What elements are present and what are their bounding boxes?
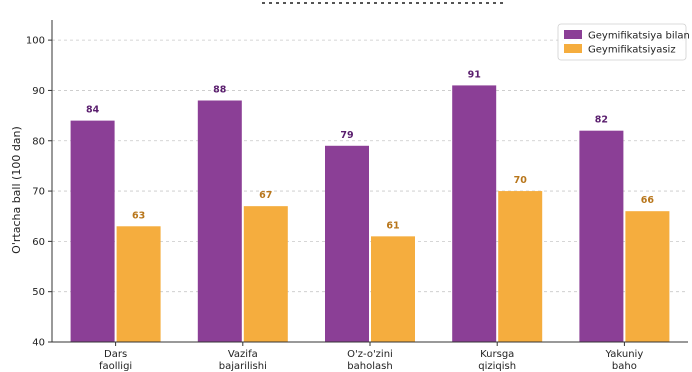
y-tick-label: 60 [32,237,45,248]
x-tick-label: Vazifa [228,349,258,360]
legend-label: Geymifikatsiyasiz [588,45,676,56]
x-tick-label: baholash [347,361,392,372]
bar-series-1 [325,145,369,342]
bar-value-label: 84 [86,105,100,116]
bar-value-label: 61 [386,220,399,231]
legend-swatch [564,44,582,53]
legend-swatch [564,30,582,39]
bar-series-1 [70,120,115,342]
x-tick-label: baho [612,361,637,372]
bar-series-1 [579,130,624,342]
bar-value-label: 88 [213,85,227,96]
legend-label: Geymifikatsiya bilan [588,31,690,42]
bar-value-label: 79 [340,130,353,141]
x-tick-label: faolligi [99,361,132,372]
bar-value-label: 67 [259,190,272,201]
data-labels: 84 63 88 67 79 61 91 70 82 66 [86,69,654,231]
bar-value-label: 82 [595,115,608,126]
y-axis-label: O'rtacha ball (100 dan) [10,126,23,254]
bar-value-label: 70 [514,175,528,186]
bars [70,85,670,342]
x-tick-label: Dars [104,349,127,360]
bar-value-label: 66 [641,195,655,206]
bar-series-2 [371,236,415,342]
x-tick-label: bajarilishi [219,361,267,372]
y-tick-label: 90 [32,86,45,97]
x-tick-label: Kursga [480,349,514,360]
y-tick-label: 40 [32,338,45,349]
bar-series-2 [625,211,670,342]
x-tick-label: qiziqish [478,361,516,372]
legend: Geymifikatsiya bilan Geymifikatsiyasiz [557,23,690,61]
y-tick-label: 70 [32,187,45,198]
bar-series-2 [116,226,161,342]
x-tick-label: Yakuniy [605,349,644,360]
bar-value-label: 91 [468,69,481,80]
bar-series-1 [197,100,242,342]
legend-box [557,23,687,61]
bar-series-1 [452,85,497,342]
bar-series-2 [498,191,543,342]
y-tick-label: 80 [32,136,45,147]
bar-value-label: 63 [132,210,145,221]
y-tick-label: 50 [32,287,45,298]
y-tick-label: 100 [26,36,45,47]
bar-series-2 [243,206,288,342]
x-tick-label: O'z-o'zini [347,349,393,360]
